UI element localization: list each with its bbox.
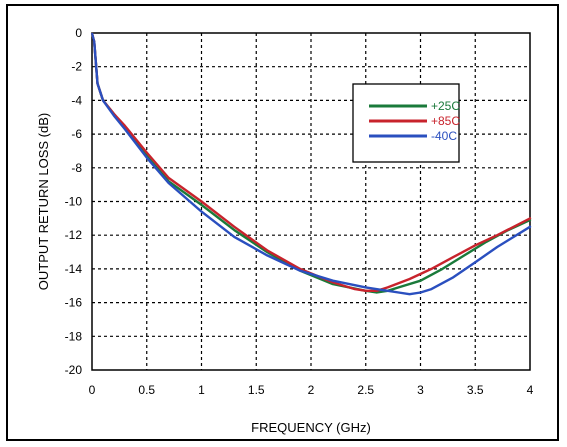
y-tick-label: 0 [75, 26, 82, 40]
x-tick-label: 1 [198, 383, 205, 397]
y-tick-label: -2 [71, 60, 82, 74]
x-tick-label: 2.5 [357, 383, 374, 397]
y-tick-label: -10 [65, 195, 83, 209]
y-tick-label: -6 [71, 127, 82, 141]
series-line-40c [93, 40, 532, 296]
legend-box [352, 83, 460, 163]
series-start-segment [90, 32, 96, 42]
x-tick-label: 4 [527, 383, 534, 397]
y-tick-label: -20 [65, 363, 83, 377]
x-tick-label: 1.5 [248, 383, 265, 397]
y-tick-label: -18 [65, 329, 83, 343]
x-tick-label: 3 [417, 383, 424, 397]
legend-label: -40C [431, 129, 457, 143]
y-tick-label: -8 [71, 161, 82, 175]
legend-label: +85C [431, 114, 460, 128]
legend-label: +25C [431, 99, 460, 113]
x-tick-label: 0 [89, 383, 96, 397]
data-series [90, 32, 532, 296]
y-tick-label: -12 [65, 228, 83, 242]
y-axis-label: OUTPUT RETURN LOSS (dB) [36, 113, 51, 290]
grid-lines [92, 33, 530, 370]
series-line-85c [93, 40, 532, 292]
x-tick-label: 2 [308, 383, 315, 397]
legend: +25C+85C-40C [352, 83, 460, 163]
x-tick-label: 3.5 [467, 383, 484, 397]
x-tick-labels: 0 0.5 1 1.5 2 2.5 3 3.5 4 [89, 383, 534, 397]
y-tick-label: -4 [71, 93, 82, 107]
x-tick-label: 0.5 [138, 383, 155, 397]
y-tick-labels: 0 -2 -4 -6 -8 -10 -12 -14 -16 -18 -20 [65, 26, 83, 377]
y-tick-label: -16 [65, 296, 83, 310]
y-tick-label: -14 [65, 262, 83, 276]
plot-area [91, 32, 531, 371]
x-axis-label: FREQUENCY (GHz) [251, 420, 371, 435]
